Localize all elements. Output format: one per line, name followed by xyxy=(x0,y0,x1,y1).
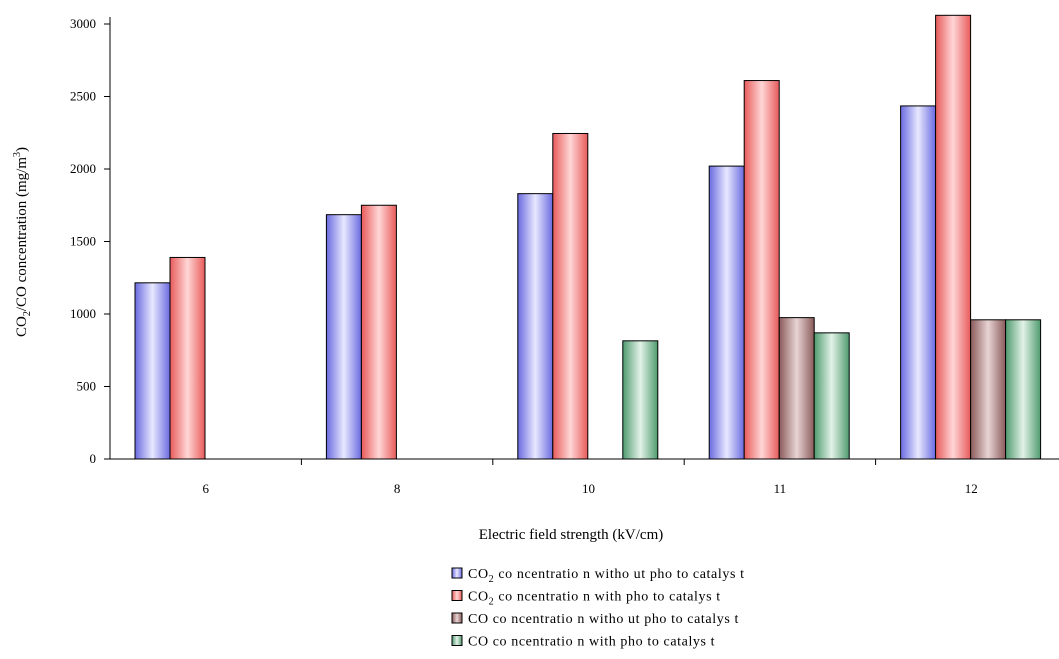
y-axis-title-part-c: ) xyxy=(14,147,30,152)
legend: CO2 co ncentratio n witho ut pho to cata… xyxy=(451,567,745,650)
legend-swatch xyxy=(451,635,463,646)
y-tick-label: 1000 xyxy=(70,306,96,321)
x-tick-label: 6 xyxy=(202,481,209,496)
y-axis-title-part-a: CO xyxy=(14,316,30,337)
legend-swatch xyxy=(451,612,463,624)
bar xyxy=(134,282,171,460)
bar xyxy=(552,132,589,460)
bar xyxy=(813,332,850,460)
bars-group xyxy=(134,14,1042,460)
x-tick-label: 11 xyxy=(774,481,787,496)
y-axis-title: CO2/CO concentration (mg/m3) xyxy=(12,147,33,337)
bar xyxy=(325,214,362,460)
x-tick-label: 8 xyxy=(394,481,401,496)
legend-label: CO co ncentratio n with pho to catalys t xyxy=(468,635,715,650)
bar xyxy=(778,317,815,460)
legend-label: CO2 co ncentratio n with pho to catalys … xyxy=(468,590,721,608)
y-tick-label: 0 xyxy=(90,451,97,466)
bar xyxy=(360,204,397,460)
bar xyxy=(935,14,972,460)
legend-swatch xyxy=(451,590,463,601)
bar xyxy=(708,165,745,460)
x-tick-label: 10 xyxy=(582,481,595,496)
y-axis-title-superscript: 3 xyxy=(12,152,23,157)
x-tick-label: 12 xyxy=(965,481,978,496)
x-axis-ticks: 6 8 10 11 12 xyxy=(202,459,978,496)
bar xyxy=(900,105,937,460)
y-tick-label: 500 xyxy=(77,379,97,394)
legend-swatch xyxy=(451,567,463,579)
bar xyxy=(970,319,1007,460)
legend-label: CO2 co ncentratio n witho ut pho to cata… xyxy=(468,567,745,585)
bar xyxy=(1005,319,1042,460)
y-tick-label: 2000 xyxy=(70,161,96,176)
y-axis-title-part-b: /CO concentration (mg/m xyxy=(14,157,30,311)
y-axis-title-subscript: 2 xyxy=(22,311,33,316)
y-tick-label: 1500 xyxy=(70,234,96,249)
bar xyxy=(743,80,780,460)
x-axis-title: Electric field strength (kV/cm) xyxy=(479,527,664,543)
y-axis-ticks: 0 500 1000 1500 2000 2500 3000 xyxy=(70,16,110,466)
bar xyxy=(517,193,554,460)
y-tick-label: 3000 xyxy=(70,16,96,31)
bar xyxy=(622,340,659,460)
y-tick-label: 2500 xyxy=(70,89,96,104)
bar xyxy=(169,256,206,460)
legend-label: CO co ncentratio n witho ut pho to catal… xyxy=(468,612,739,627)
